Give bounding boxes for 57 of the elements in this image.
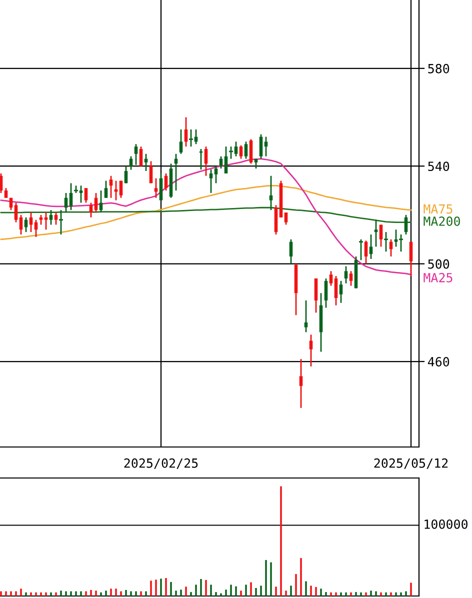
candlestick: [284, 212, 288, 226]
candlestick: [179, 128, 183, 155]
candlestick: [334, 275, 338, 306]
candlestick: [264, 136, 268, 158]
candlestick: [269, 175, 273, 211]
candlestick: [249, 138, 253, 164]
candlestick: [369, 234, 373, 260]
y-tick-label: 460: [428, 357, 450, 366]
candlestick: [119, 180, 123, 199]
text: 100000: [424, 519, 468, 529]
candlestick: [309, 334, 313, 368]
candlestick: [224, 146, 228, 174]
x-tick-label: 2025/05/12: [374, 458, 448, 469]
candlestick: [69, 182, 73, 211]
candlestick: [329, 270, 333, 286]
candlestick: [149, 160, 153, 184]
line-series: [0, 184, 412, 240]
candlestick: [4, 187, 8, 199]
series-label: MA200: [424, 216, 460, 226]
candlestick: [159, 172, 163, 201]
candlestick: [39, 214, 43, 226]
candlestick: [259, 134, 263, 160]
candlestick: [304, 300, 308, 333]
candlestick: [374, 219, 378, 248]
candlestick: [44, 212, 48, 230]
candlestick: [54, 212, 58, 226]
candlestick: [349, 270, 353, 286]
y-tick-label: 540: [428, 162, 450, 172]
candlestick: [84, 187, 88, 204]
candlestick: [104, 180, 108, 199]
candlestick: [314, 278, 318, 314]
candlestick: [139, 146, 143, 167]
candlestick: [14, 202, 18, 223]
candlestick: [99, 190, 103, 214]
series-label: MA25: [424, 272, 452, 282]
candlestick: [289, 238, 293, 264]
candlestick: [89, 202, 93, 218]
candlestick: [339, 280, 343, 304]
candlestick: [379, 224, 383, 248]
x-tick-label: 2025/02/25: [124, 458, 198, 469]
candlestick: [364, 240, 368, 264]
candlestick: [404, 214, 408, 236]
candlestick: [209, 168, 213, 194]
candlestick: [214, 165, 218, 184]
candlestick: [409, 241, 413, 277]
candlestick: [0, 172, 3, 194]
y-tick-label: 500: [428, 259, 450, 269]
candlestick: [239, 144, 243, 160]
candlestick: [299, 358, 303, 409]
series-label: MA75: [424, 204, 452, 214]
y-tick-label: 580: [428, 64, 450, 74]
candlestick: [244, 140, 248, 160]
candlestick: [204, 146, 208, 177]
candlestick: [344, 266, 348, 284]
candlestick: [49, 209, 53, 226]
candlestick: [134, 143, 138, 166]
candlestick: [324, 278, 328, 308]
